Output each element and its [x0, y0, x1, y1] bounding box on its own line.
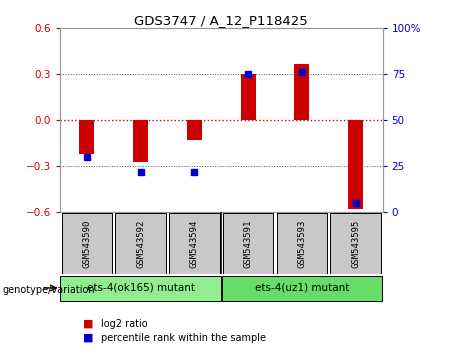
- Bar: [169, 213, 219, 274]
- Bar: [133, 120, 148, 162]
- Bar: [115, 213, 166, 274]
- Text: GSM543591: GSM543591: [244, 219, 253, 268]
- Bar: [79, 120, 95, 154]
- Bar: [241, 74, 256, 120]
- Text: log2 ratio: log2 ratio: [101, 319, 148, 329]
- Text: GSM543595: GSM543595: [351, 219, 360, 268]
- Text: GSM543594: GSM543594: [190, 219, 199, 268]
- Bar: [348, 120, 363, 209]
- Text: GSM543590: GSM543590: [83, 219, 91, 268]
- Text: GSM543593: GSM543593: [297, 219, 307, 268]
- Text: GSM543592: GSM543592: [136, 219, 145, 268]
- Text: ets-4(uz1) mutant: ets-4(uz1) mutant: [255, 283, 349, 293]
- Bar: [223, 213, 273, 274]
- Text: percentile rank within the sample: percentile rank within the sample: [101, 333, 266, 343]
- Text: genotype/variation: genotype/variation: [2, 285, 95, 295]
- Bar: [62, 213, 112, 274]
- Bar: [277, 213, 327, 274]
- Bar: [187, 120, 202, 140]
- Text: ets-4(ok165) mutant: ets-4(ok165) mutant: [87, 283, 195, 293]
- Bar: [60, 276, 221, 301]
- Bar: [295, 64, 309, 120]
- Bar: [331, 213, 381, 274]
- Title: GDS3747 / A_12_P118425: GDS3747 / A_12_P118425: [135, 14, 308, 27]
- Bar: [222, 276, 382, 301]
- Text: ■: ■: [83, 333, 94, 343]
- Text: ■: ■: [83, 319, 94, 329]
